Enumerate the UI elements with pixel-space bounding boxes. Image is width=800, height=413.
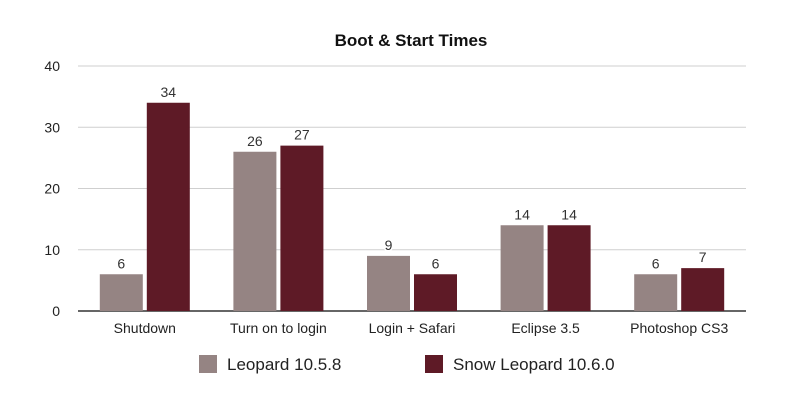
y-tick-label: 30 [44, 119, 60, 135]
data-label: 6 [432, 255, 440, 271]
bar [233, 151, 277, 311]
bar [367, 255, 410, 311]
legend-item: Leopard 10.5.8 [199, 355, 341, 374]
bars [99, 102, 725, 311]
y-axis-ticks: 0 10 20 30 40 [44, 58, 60, 319]
data-label: 14 [514, 206, 530, 222]
data-label: 7 [699, 249, 707, 265]
y-tick-label: 20 [44, 181, 60, 197]
legend-swatch [199, 355, 217, 373]
legend-label: Snow Leopard 10.6.0 [453, 355, 615, 374]
data-labels: 6 34 26 27 9 6 14 14 6 7 [116, 82, 708, 273]
bar [547, 225, 591, 311]
data-label: 6 [117, 255, 125, 271]
bar [634, 274, 678, 311]
bar [500, 225, 544, 311]
bar [280, 145, 324, 311]
x-tick-label: Turn on to login [230, 320, 327, 336]
data-label: 6 [652, 255, 660, 271]
x-tick-label: Shutdown [114, 320, 176, 336]
x-tick-label: Login + Safari [369, 320, 456, 336]
bar [681, 268, 725, 311]
y-tick-label: 0 [52, 303, 60, 319]
legend: Leopard 10.5.8 Snow Leopard 10.6.0 [199, 355, 615, 374]
data-label: 34 [161, 84, 177, 100]
data-label: 26 [247, 133, 263, 149]
data-label: 27 [294, 127, 310, 143]
bar [99, 274, 143, 311]
chart-title: Boot & Start Times [335, 31, 488, 50]
bar [414, 274, 457, 311]
data-label: 14 [561, 206, 577, 222]
legend-swatch [425, 355, 443, 373]
legend-label: Leopard 10.5.8 [227, 355, 341, 374]
bar [146, 102, 190, 311]
x-tick-label: Photoshop CS3 [630, 320, 728, 336]
y-tick-label: 40 [44, 58, 60, 74]
data-label: 9 [385, 237, 393, 253]
legend-item: Snow Leopard 10.6.0 [425, 355, 615, 374]
x-tick-label: Eclipse 3.5 [511, 320, 580, 336]
x-axis-ticks: Shutdown Turn on to login Login + Safari Ec… [114, 320, 729, 336]
y-tick-label: 10 [44, 242, 60, 258]
